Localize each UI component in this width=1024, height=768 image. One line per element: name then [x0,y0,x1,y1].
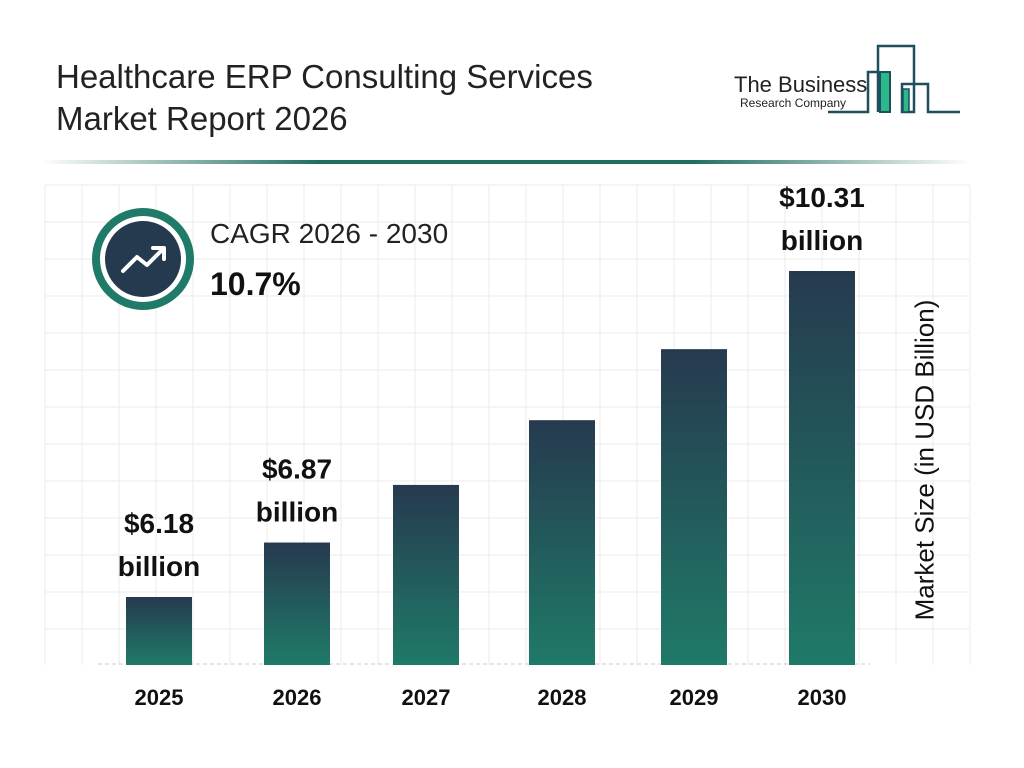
data-label-value: $6.87 [262,454,332,485]
logo-text-main: The Business [734,72,868,97]
data-label-unit: billion [256,497,338,528]
title-line-2: Market Report 2026 [56,100,348,137]
data-label-unit: billion [118,551,200,582]
cagr-value: 10.7% [210,266,301,302]
x-tick-label: 2028 [538,685,587,710]
logo-text-sub: Research Company [740,96,847,110]
bar-2025 [126,597,192,665]
data-label-value: $10.31 [779,182,865,213]
x-tick-label: 2025 [135,685,184,710]
y-axis-label: Market Size (in USD Billion) [909,299,940,621]
page-title: Healthcare ERP Consulting Services Marke… [56,56,593,140]
bar-2028 [529,420,595,665]
bar-2026 [264,542,330,665]
cagr-label: CAGR 2026 - 2030 [210,218,449,249]
trending-up-icon [121,246,166,273]
logo-buildings-icon [828,44,960,114]
data-label-value: $6.18 [124,508,194,539]
x-tick-label: 2030 [798,685,847,710]
company-logo: The Business Research Company [728,44,968,116]
bar-2027 [393,484,459,665]
x-tick-label: 2027 [402,685,451,710]
bar-2029 [661,349,727,665]
x-tick-label: 2026 [273,685,322,710]
title-line-1: Healthcare ERP Consulting Services [56,58,593,95]
bar-2030 [789,271,855,665]
cagr-badge [92,208,194,310]
header-divider [40,160,970,164]
x-tick-label: 2029 [670,685,719,710]
data-label-unit: billion [781,225,863,256]
